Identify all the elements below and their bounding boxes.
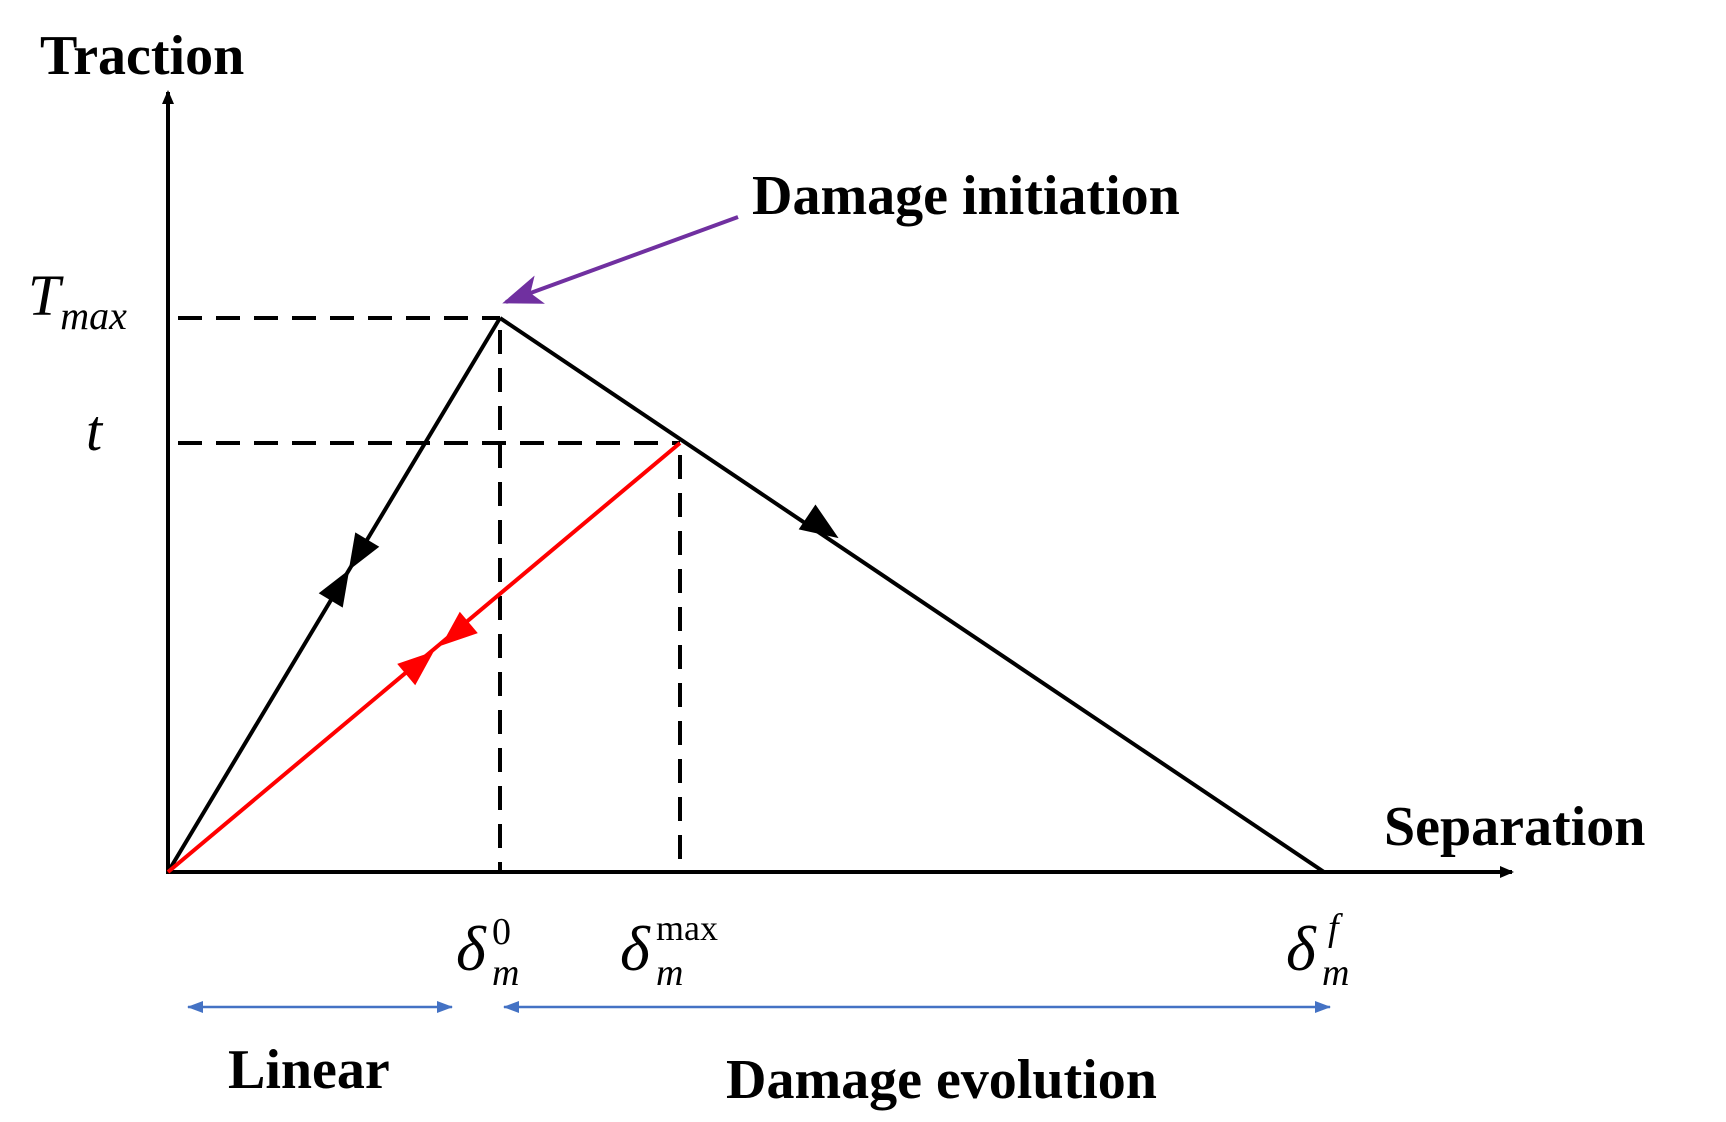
- svg-text:max: max: [656, 908, 718, 948]
- damage-initiation-label: Damage initiation: [752, 165, 1180, 227]
- svg-text:m: m: [1322, 952, 1349, 994]
- linear-label: Linear: [228, 1039, 390, 1101]
- loading-up-arrowhead: [318, 569, 350, 608]
- t-label: t: [86, 398, 104, 463]
- svg-text:m: m: [492, 952, 519, 994]
- svg-text:m: m: [656, 952, 683, 994]
- svg-text:δ: δ: [620, 913, 651, 984]
- delta0-label: δ 0 m: [456, 911, 519, 994]
- softening-line: [498, 316, 1326, 874]
- x-axis-title: Separation: [1384, 796, 1645, 858]
- damage-initiation-arrow: [502, 215, 739, 304]
- reloading-up-arrowhead: [397, 651, 434, 686]
- deltamax-label: δ max m: [620, 908, 718, 994]
- y-axis-title: Traction: [40, 25, 244, 87]
- deltaf-label: δ f m: [1286, 907, 1349, 994]
- unloading-down-arrowhead: [441, 611, 478, 646]
- loading-down-arrowhead: [348, 532, 380, 571]
- softening-arrowhead: [798, 504, 839, 539]
- damage-evolution-label: Damage evolution: [726, 1049, 1157, 1111]
- svg-text:f: f: [1328, 907, 1343, 949]
- svg-text:δ: δ: [1286, 913, 1317, 984]
- svg-text:0: 0: [492, 911, 511, 953]
- tmax-label: Tmax: [28, 263, 127, 338]
- svg-text:δ: δ: [456, 913, 487, 984]
